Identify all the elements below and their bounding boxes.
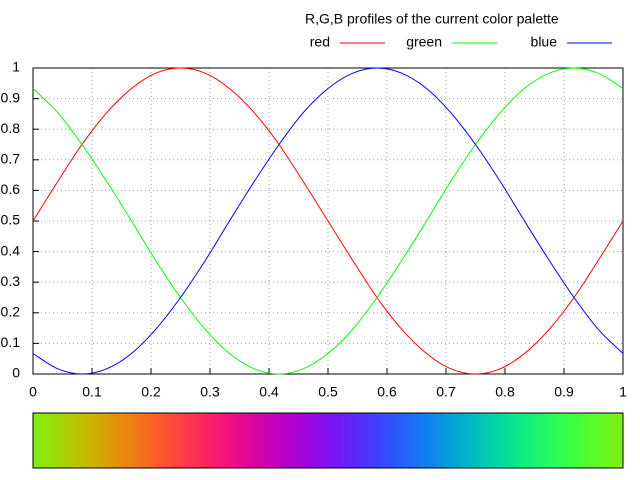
x-tick-label: 0.9 xyxy=(554,384,574,400)
y-tick-label: 0.1 xyxy=(1,334,21,350)
palette-colorbar xyxy=(32,412,624,469)
legend-label: green xyxy=(406,34,442,50)
y-tick-label: 0.8 xyxy=(1,120,21,136)
x-tick-label: 0.8 xyxy=(495,384,515,400)
x-tick-label: 0.4 xyxy=(259,384,279,400)
x-tick-label: 0 xyxy=(29,384,37,400)
x-tick-label: 0.1 xyxy=(82,384,102,400)
y-tick-label: 0.2 xyxy=(1,304,21,320)
series-line xyxy=(32,67,624,375)
x-tick-label: 1 xyxy=(619,384,627,400)
chart-title: R,G,B profiles of the current color pale… xyxy=(305,11,559,27)
y-tick-label: 0.7 xyxy=(1,151,21,167)
x-tick-label: 0.7 xyxy=(436,384,456,400)
series-line xyxy=(32,67,624,375)
x-tick-label: 0.3 xyxy=(200,384,220,400)
y-tick-label: 0.5 xyxy=(1,212,21,228)
y-tick-label: 1 xyxy=(12,59,20,75)
y-tick-label: 0 xyxy=(12,365,20,381)
y-tick-label: 0.6 xyxy=(1,181,21,197)
x-tick-label: 0.6 xyxy=(377,384,397,400)
y-tick-label: 0.9 xyxy=(1,89,21,105)
series-line xyxy=(32,67,624,375)
x-tick-label: 0.5 xyxy=(318,384,338,400)
y-tick-label: 0.4 xyxy=(1,242,21,258)
legend-label: blue xyxy=(531,34,558,50)
x-tick-label: 0.2 xyxy=(141,384,161,400)
y-tick-label: 0.3 xyxy=(1,273,21,289)
legend-label: red xyxy=(310,34,330,50)
